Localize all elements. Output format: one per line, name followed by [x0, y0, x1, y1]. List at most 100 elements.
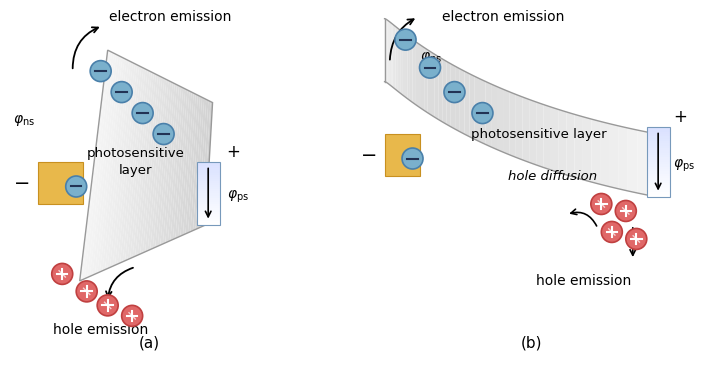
Polygon shape: [79, 50, 110, 281]
Polygon shape: [123, 68, 145, 262]
Polygon shape: [394, 25, 396, 89]
Polygon shape: [160, 84, 177, 245]
Polygon shape: [574, 114, 583, 180]
Bar: [647, 157, 669, 160]
Text: electron emission: electron emission: [109, 10, 232, 24]
Polygon shape: [133, 72, 154, 257]
Bar: [197, 219, 220, 221]
Bar: [197, 172, 220, 175]
Bar: [647, 195, 669, 197]
Polygon shape: [421, 45, 424, 111]
Polygon shape: [155, 82, 173, 247]
Polygon shape: [428, 50, 431, 115]
Circle shape: [420, 57, 440, 78]
Bar: [197, 171, 220, 172]
Bar: [197, 175, 220, 177]
Polygon shape: [544, 105, 551, 170]
Bar: [197, 164, 220, 166]
Polygon shape: [90, 54, 118, 276]
Polygon shape: [157, 83, 175, 246]
Text: $\varphi_{\rm ns}$: $\varphi_{\rm ns}$: [13, 113, 35, 128]
Bar: [647, 132, 669, 134]
Polygon shape: [497, 87, 503, 152]
Text: photosensitive layer: photosensitive layer: [471, 127, 606, 141]
Bar: [647, 137, 669, 139]
Polygon shape: [515, 94, 523, 160]
Polygon shape: [388, 20, 389, 84]
Bar: [197, 183, 220, 185]
Polygon shape: [431, 52, 435, 117]
Polygon shape: [386, 19, 387, 83]
Polygon shape: [178, 91, 191, 237]
Text: (a): (a): [139, 336, 160, 351]
Bar: [647, 146, 669, 148]
Polygon shape: [97, 57, 125, 273]
Bar: [647, 171, 669, 174]
Polygon shape: [503, 89, 509, 155]
Polygon shape: [469, 74, 474, 139]
Polygon shape: [82, 51, 112, 280]
Bar: [197, 166, 220, 168]
Polygon shape: [128, 70, 150, 259]
Polygon shape: [140, 75, 160, 254]
Polygon shape: [186, 94, 198, 234]
Bar: [647, 162, 669, 164]
Polygon shape: [198, 100, 208, 228]
Text: $\varphi_{\rm ns}$: $\varphi_{\rm ns}$: [420, 50, 442, 65]
Polygon shape: [391, 23, 393, 87]
Circle shape: [76, 281, 97, 302]
Bar: [197, 181, 220, 183]
Polygon shape: [435, 54, 438, 120]
Bar: [647, 183, 669, 185]
Text: +: +: [227, 142, 240, 161]
Bar: [647, 164, 669, 167]
Bar: [197, 179, 220, 181]
Bar: [197, 214, 220, 217]
Bar: [197, 189, 220, 191]
Polygon shape: [105, 61, 130, 270]
Bar: [647, 141, 669, 143]
Polygon shape: [201, 101, 211, 227]
Polygon shape: [173, 89, 187, 239]
Circle shape: [395, 29, 416, 50]
Text: (b): (b): [520, 336, 542, 351]
Bar: [197, 204, 220, 206]
Text: electron emission: electron emission: [442, 10, 564, 24]
Polygon shape: [413, 40, 415, 104]
Text: $\varphi_{\rm ps}$: $\varphi_{\rm ps}$: [673, 157, 695, 174]
Bar: [197, 177, 220, 179]
Polygon shape: [118, 66, 141, 264]
Polygon shape: [583, 117, 591, 182]
Polygon shape: [442, 59, 447, 124]
Circle shape: [111, 82, 132, 102]
Polygon shape: [193, 97, 204, 231]
Circle shape: [444, 82, 465, 102]
Polygon shape: [100, 59, 126, 272]
Bar: [647, 127, 669, 130]
Polygon shape: [138, 74, 158, 255]
Polygon shape: [523, 97, 529, 163]
Bar: [647, 181, 669, 183]
Polygon shape: [405, 34, 408, 98]
Polygon shape: [85, 52, 114, 279]
Bar: [197, 198, 220, 200]
Polygon shape: [87, 53, 116, 277]
Polygon shape: [491, 84, 497, 150]
Polygon shape: [95, 56, 123, 274]
Bar: [647, 169, 669, 171]
Polygon shape: [152, 81, 171, 249]
Text: hole emission: hole emission: [536, 274, 632, 288]
Polygon shape: [408, 36, 410, 100]
Polygon shape: [451, 64, 455, 129]
Bar: [647, 148, 669, 150]
Polygon shape: [191, 96, 202, 232]
Bar: [647, 134, 669, 137]
Polygon shape: [455, 66, 459, 132]
Bar: [197, 206, 220, 208]
Polygon shape: [474, 76, 480, 142]
Polygon shape: [110, 63, 135, 268]
Polygon shape: [92, 55, 121, 275]
Bar: [197, 212, 220, 214]
Polygon shape: [143, 76, 162, 253]
Circle shape: [132, 102, 153, 124]
